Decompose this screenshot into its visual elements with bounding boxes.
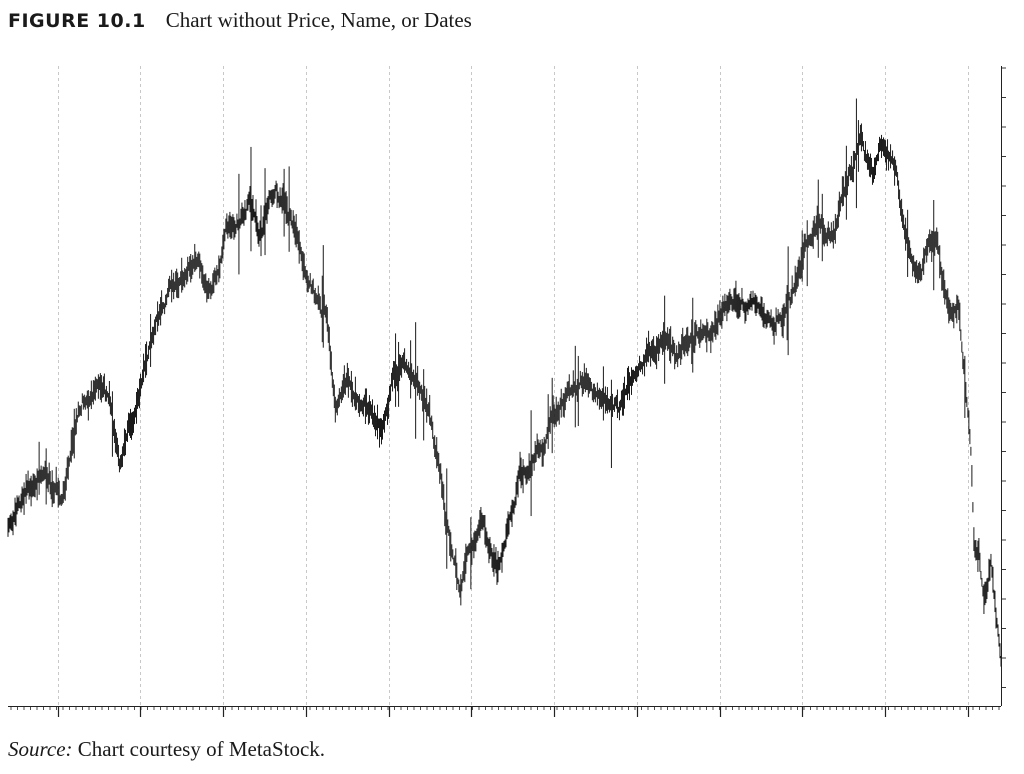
chart-axes <box>8 66 1006 717</box>
chart-grid <box>58 66 969 706</box>
figure-label: FIGURE 10.1 <box>8 10 146 32</box>
price-bars <box>7 98 1002 667</box>
figure-caption: Chart without Price, Name, or Dates <box>165 8 472 32</box>
source-label: Source: <box>8 737 73 761</box>
figure-title: FIGURE 10.1 Chart without Price, Name, or… <box>8 8 472 33</box>
source-note: Source: Chart courtesy of MetaStock. <box>8 737 325 762</box>
source-text: Chart courtesy of MetaStock. <box>72 737 326 761</box>
